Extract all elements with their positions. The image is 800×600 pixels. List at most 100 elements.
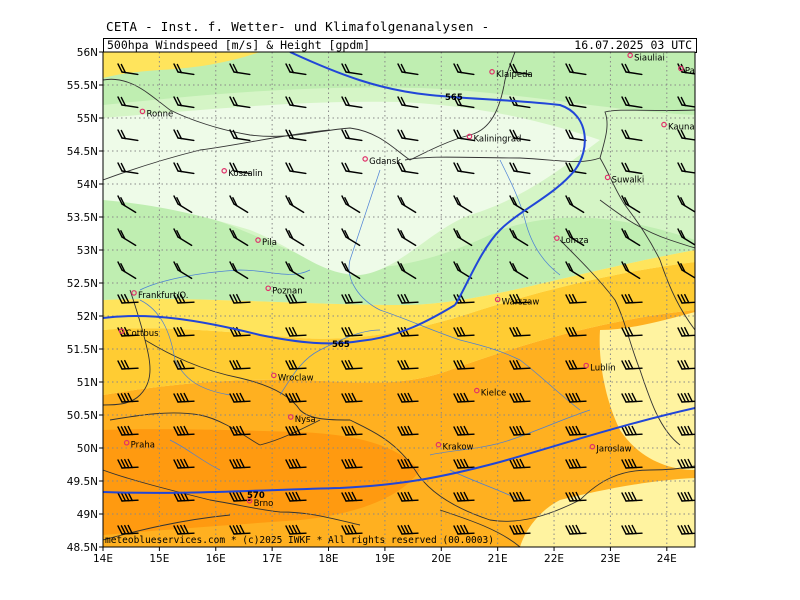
windspeed-band-dark-orange: [103, 429, 420, 535]
wind-barb: [677, 359, 695, 370]
city-marker: [583, 362, 589, 369]
lat-tick-label: 52N: [77, 311, 98, 323]
city-marker: [435, 441, 442, 448]
wind-barb: [397, 63, 419, 76]
city-label: Warszaw: [502, 298, 540, 308]
wind-barb: [173, 359, 195, 370]
wind-barb: [453, 458, 475, 469]
wind-barb: [341, 425, 363, 436]
wind-barb: [509, 524, 531, 535]
lon-tick-label: 19E: [375, 553, 395, 565]
city-marker: [246, 497, 253, 504]
wind-barb: [173, 491, 195, 502]
wind-barb: [565, 392, 587, 403]
wind-barb: [229, 392, 251, 403]
wind-barb: [453, 96, 475, 109]
river-line: [279, 329, 381, 396]
product-label: 500hpa Windspeed [m/s] & Height [gpdm]: [107, 38, 371, 52]
wind-barb: [509, 491, 531, 502]
wind-barb: [117, 491, 139, 502]
valid-time: 16.07.2025 03 UTC: [574, 38, 692, 52]
wind-barb: [173, 261, 193, 280]
border-line: [439, 509, 521, 547]
city-marker: [118, 328, 125, 334]
windspeed-band-light-yellow-southeast-lower: [520, 478, 695, 547]
lon-tick-label: 24E: [657, 553, 677, 565]
wind-barb: [229, 195, 249, 214]
windspeed-band-gold: [103, 262, 695, 395]
wind-barb: [341, 96, 363, 109]
wind-barb: [509, 129, 531, 142]
wind-barb: [229, 524, 251, 535]
city-marker: [139, 108, 146, 115]
river-line: [499, 159, 561, 276]
wind-barb: [621, 359, 643, 370]
plot-frame: [102, 51, 696, 548]
wind-barb: [397, 425, 419, 436]
wind-barb: [677, 261, 695, 279]
wind-barb: [677, 293, 695, 304]
wind-barb: [341, 458, 363, 469]
height-contour: [289, 52, 586, 306]
wind-barb: [173, 228, 193, 247]
city-marker: [589, 443, 596, 450]
lon-tick-label: 20E: [431, 553, 451, 565]
border-line: [599, 199, 695, 249]
wind-barb: [341, 195, 361, 214]
wind-barb: [341, 392, 363, 403]
wind-barb: [117, 129, 139, 142]
city-marker: [474, 387, 480, 394]
chart-title: CETA - Inst. f. Wetter- und Klimafolgena…: [106, 19, 490, 34]
wind-barb: [229, 63, 251, 76]
river-line: [429, 409, 591, 456]
wind-barb: [565, 491, 587, 502]
wind-barb: [341, 359, 363, 370]
wind-barb: [117, 392, 139, 403]
lon-tick-label: 21E: [488, 553, 508, 565]
city-marker: [131, 290, 137, 296]
wind-barb: [117, 63, 139, 76]
wind-barb: [621, 195, 641, 214]
lat-tick-label: 49N: [77, 509, 98, 521]
wind-barb: [621, 524, 643, 535]
wind-barb: [565, 359, 587, 370]
city-label: Frankfurt/O.: [138, 291, 188, 301]
credit-line: meteoblueservices.com * (c)2025 IWKF * A…: [105, 535, 494, 546]
rivers: [139, 159, 591, 501]
city-marker: [362, 156, 368, 162]
wind-barb: [565, 228, 585, 247]
wind-barb: [565, 293, 587, 304]
wind-barb: [677, 129, 695, 141]
lat-tick-label: 51N: [77, 377, 98, 389]
city-marker: [271, 372, 277, 379]
wind-barb: [285, 195, 305, 214]
wind-barb: [621, 392, 643, 403]
wind-barb: [285, 392, 307, 403]
lon-tick-label: 22E: [544, 553, 564, 565]
lat-tick-label: 56N: [77, 47, 98, 59]
lat-tick-label: 50N: [77, 443, 98, 455]
wind-barb: [397, 392, 419, 403]
windspeed-band-yellow-northwest: [103, 52, 260, 78]
wind-barb: [397, 293, 419, 304]
wind-barb: [509, 359, 531, 370]
lon-tick-label: 18E: [319, 553, 339, 565]
city-label: Gdansk: [369, 157, 401, 167]
wind-barb: [677, 96, 695, 108]
wind-barb: [397, 359, 419, 370]
wind-barb: [285, 359, 307, 370]
wind-barb: [677, 326, 695, 337]
wind-barb: [509, 63, 531, 76]
wind-barb: [285, 63, 307, 76]
city-label: Lomza: [561, 236, 589, 246]
city-marker: [287, 414, 294, 420]
wind-barb: [565, 63, 587, 76]
wind-barb: [173, 524, 195, 535]
height-contour: [103, 304, 456, 345]
wind-barb: [285, 261, 305, 280]
city-marker: [466, 133, 473, 140]
wind-barb: [509, 162, 531, 175]
wind-barb: [341, 129, 363, 142]
wind-barb: [621, 261, 641, 280]
